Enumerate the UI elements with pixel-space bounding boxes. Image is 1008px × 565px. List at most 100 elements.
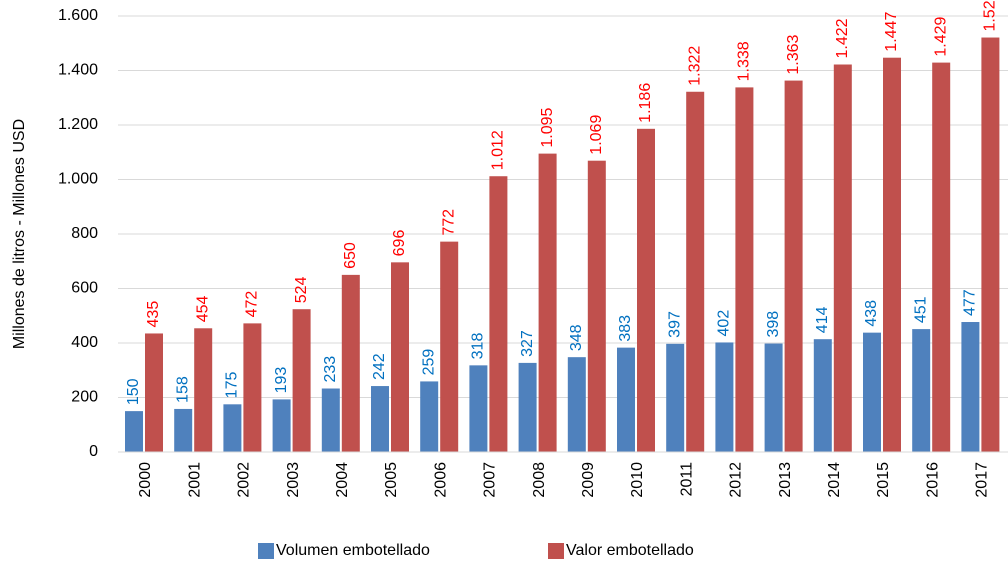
x-tick-label: 2005 (383, 462, 400, 498)
x-tick-label: 2016 (924, 462, 941, 498)
value-label: 1.447 (883, 12, 900, 52)
bar (371, 386, 389, 452)
x-tick-label: 2011 (678, 462, 695, 497)
x-tick-label: 2014 (826, 462, 843, 498)
bar (912, 329, 931, 452)
bar (440, 241, 459, 452)
value-label: 1.338 (736, 41, 753, 81)
bar (617, 347, 635, 452)
value-label: 397 (666, 311, 683, 338)
value-label: 1.521 (982, 0, 999, 32)
bar (125, 411, 143, 452)
bar (567, 357, 586, 452)
value-label: 1.322 (686, 46, 703, 86)
y-tick-label: 600 (71, 280, 98, 297)
value-label: 259 (420, 349, 437, 376)
bar (715, 342, 734, 452)
bar (686, 91, 705, 452)
legend-label: Volumen embotellado (276, 542, 430, 559)
value-label: 193 (273, 367, 290, 394)
bar (341, 274, 360, 452)
bar (813, 339, 832, 452)
value-label: 1.069 (588, 115, 605, 155)
value-label: 1.363 (785, 34, 802, 74)
y-tick-label: 1.200 (58, 116, 98, 133)
y-tick-label: 200 (71, 389, 98, 406)
value-label: 233 (322, 356, 339, 383)
value-label: 1.422 (834, 18, 851, 58)
x-tick-label: 2013 (777, 462, 794, 498)
x-tick-label: 2001 (186, 462, 203, 498)
bar (637, 128, 655, 452)
value-label: 438 (863, 300, 880, 327)
bar (981, 37, 1000, 453)
y-tick-label: 800 (71, 225, 98, 242)
bar (272, 399, 291, 452)
value-label: 348 (568, 324, 585, 351)
value-label: 1.186 (637, 83, 654, 123)
legend-swatch (258, 543, 274, 559)
bar (784, 80, 803, 453)
bar (292, 309, 311, 452)
y-tick-label: 0 (89, 443, 98, 460)
value-label: 1.429 (932, 16, 949, 56)
value-label: 150 (125, 378, 142, 405)
bar (518, 362, 537, 452)
bar (174, 408, 193, 452)
bar (961, 322, 980, 452)
bar (223, 404, 242, 452)
bar (735, 87, 754, 453)
bar (932, 62, 951, 452)
x-tick-label: 2004 (334, 462, 351, 498)
value-label: 242 (371, 353, 388, 380)
bar (420, 381, 439, 452)
value-label: 451 (912, 296, 929, 323)
x-tick-label: 2008 (531, 462, 548, 498)
legend-swatch (548, 543, 564, 559)
value-label: 524 (293, 276, 310, 303)
value-label: 650 (342, 242, 359, 269)
bar (321, 388, 340, 452)
value-label: 696 (391, 230, 408, 257)
value-label: 175 (224, 372, 241, 399)
bar (194, 328, 213, 452)
value-label: 398 (765, 311, 782, 338)
bar (489, 176, 508, 453)
x-tick-label: 2007 (482, 462, 499, 498)
value-label: 1.095 (539, 107, 556, 147)
bar (883, 57, 901, 452)
y-axis-label: Millones de litros - Millones USD (11, 119, 28, 349)
y-tick-label: 1.400 (58, 62, 98, 79)
value-label: 318 (470, 333, 487, 360)
bar (833, 64, 852, 452)
x-tick-label: 2015 (875, 462, 892, 498)
bar (764, 343, 783, 452)
value-label: 477 (962, 289, 979, 316)
value-label: 1.012 (490, 130, 507, 170)
y-tick-label: 1.600 (58, 7, 98, 24)
x-tick-label: 2010 (629, 462, 646, 498)
x-tick-label: 2002 (236, 462, 253, 498)
bar (243, 323, 262, 452)
bar (666, 343, 685, 452)
bar (391, 262, 409, 452)
bar (469, 365, 488, 452)
value-label: 435 (145, 301, 162, 328)
x-tick-label: 2012 (728, 462, 745, 498)
x-tick-label: 2006 (432, 462, 449, 498)
x-tick-label: 2009 (580, 462, 597, 498)
value-label: 327 (519, 330, 536, 357)
y-tick-label: 400 (71, 334, 98, 351)
value-label: 414 (814, 306, 831, 333)
value-label: 472 (244, 291, 261, 318)
x-tick-label: 2017 (974, 462, 991, 498)
value-label: 772 (440, 209, 457, 236)
legend-label: Valor embotellado (566, 542, 694, 559)
bar (863, 332, 881, 452)
value-label: 454 (194, 295, 211, 322)
value-label: 402 (716, 310, 733, 337)
value-label: 383 (617, 315, 634, 342)
x-tick-label: 2000 (137, 462, 154, 498)
